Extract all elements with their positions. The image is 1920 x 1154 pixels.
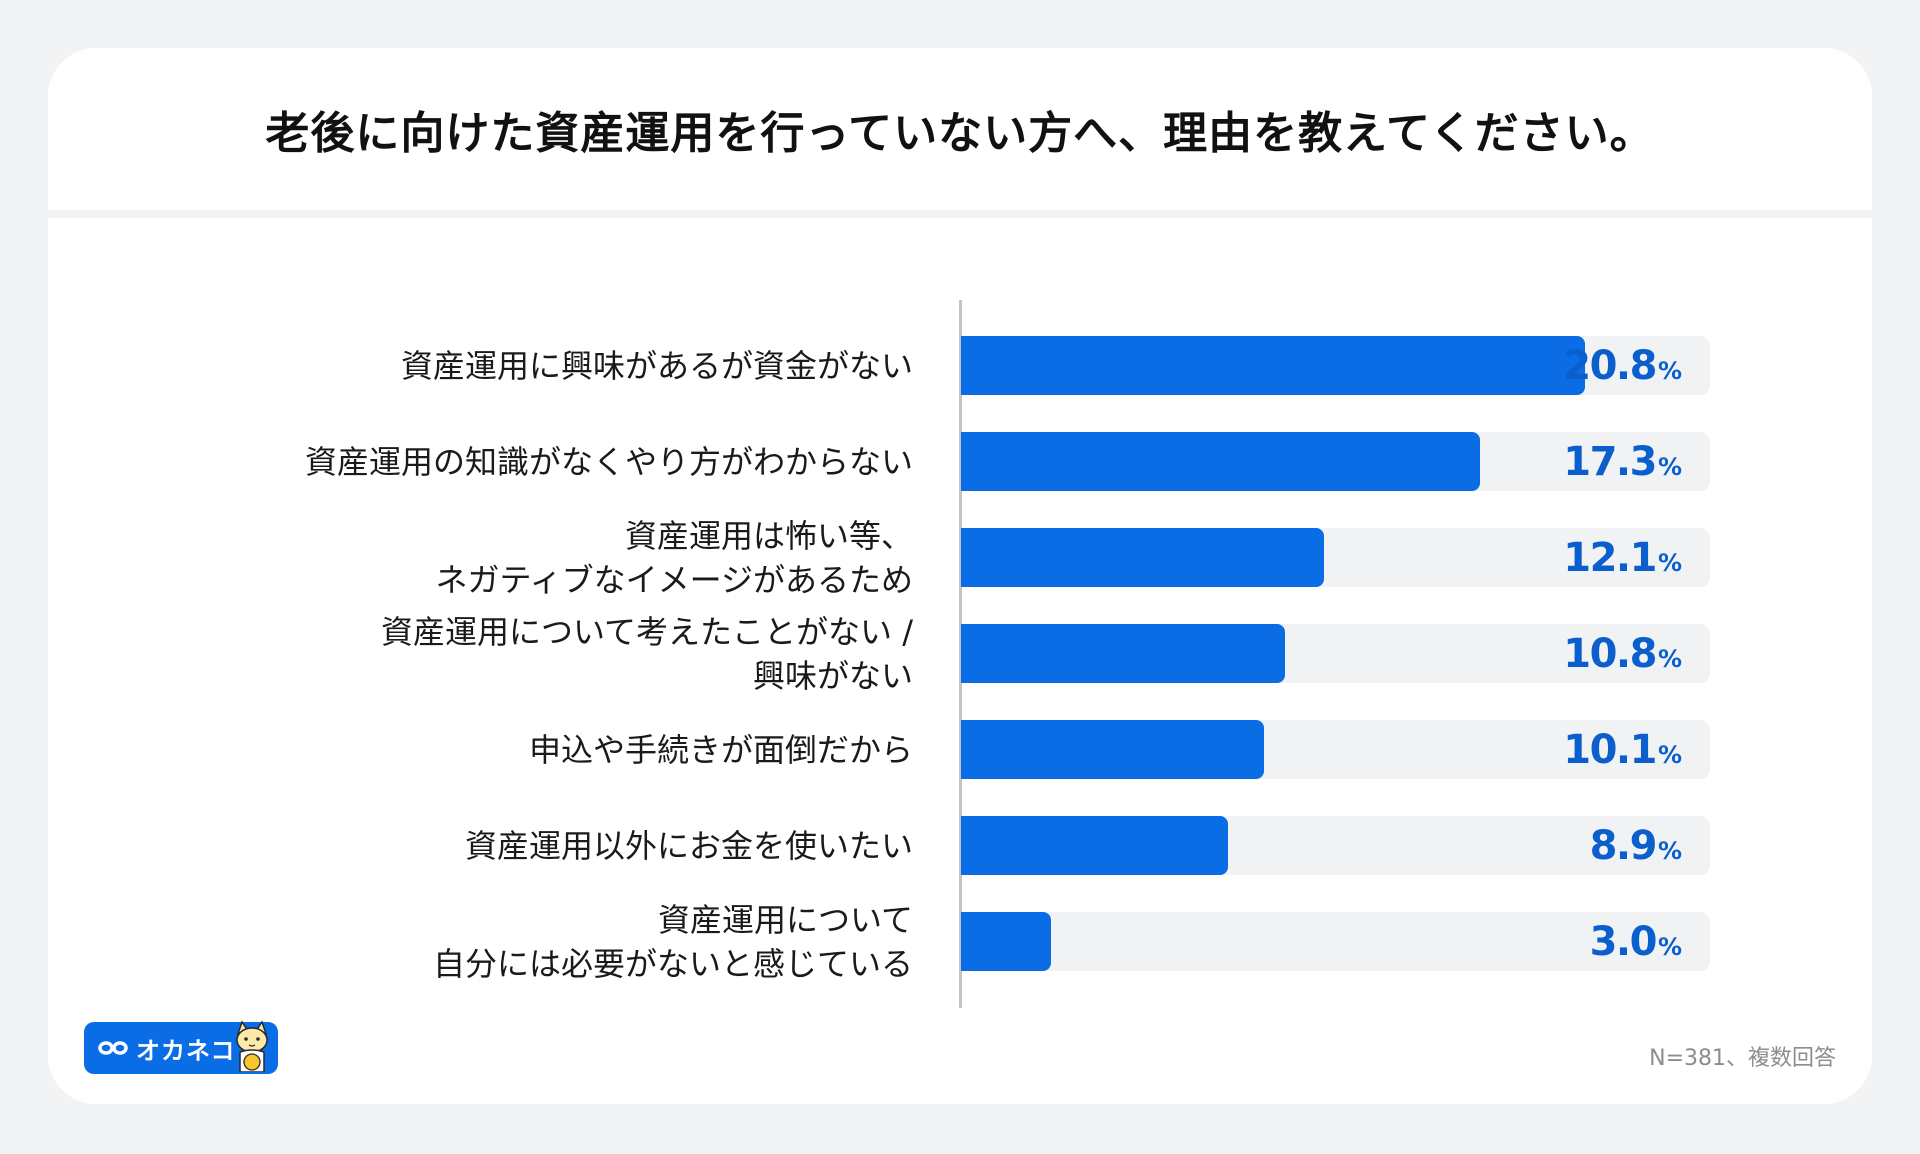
bar-track xyxy=(961,912,1710,971)
chart-title: 老後に向けた資産運用を行っていない方へ、理由を教えてください。 xyxy=(265,108,1655,159)
value-unit: % xyxy=(1657,452,1682,481)
value-unit: % xyxy=(1657,836,1682,865)
value-label: 3.0% xyxy=(1590,912,1682,971)
value-label: 12.1% xyxy=(1563,528,1682,587)
bar xyxy=(961,432,1480,491)
category-label: 資産運用に興味があるが資金がない xyxy=(400,346,913,385)
infinity-icon xyxy=(98,1041,128,1055)
logo-text: オカネコ xyxy=(136,1036,236,1065)
bar xyxy=(961,720,1264,779)
bar xyxy=(961,816,1228,875)
bar xyxy=(961,624,1285,683)
value-label: 10.8% xyxy=(1563,624,1682,683)
value-label: 10.1% xyxy=(1563,720,1682,779)
value-number: 10.1 xyxy=(1563,726,1657,773)
value-unit: % xyxy=(1657,740,1682,769)
category-label: 申込や手続きが面倒だから xyxy=(528,730,913,769)
okaneko-logo: オカネコ xyxy=(84,1020,278,1074)
bar xyxy=(961,912,1051,971)
value-number: 3.0 xyxy=(1589,918,1658,965)
category-label: 資産運用の知識がなくやり方がわからない xyxy=(304,442,913,481)
bar xyxy=(961,528,1324,587)
category-label: 資産運用について 自分には必要がないと感じている xyxy=(432,900,913,983)
y-axis-line xyxy=(959,300,962,1008)
bar xyxy=(961,336,1585,395)
value-unit: % xyxy=(1657,548,1682,577)
okaneko-cat-icon xyxy=(236,1020,268,1072)
category-label: 資産運用について考えたことがない / 興味がない xyxy=(381,612,913,695)
value-unit: % xyxy=(1657,644,1682,673)
value-number: 20.8 xyxy=(1563,342,1657,389)
value-number: 17.3 xyxy=(1563,438,1657,485)
title-divider xyxy=(48,210,1872,218)
value-number: 10.8 xyxy=(1563,630,1657,677)
value-label: 20.8% xyxy=(1563,336,1682,395)
value-label: 8.9% xyxy=(1590,816,1682,875)
value-unit: % xyxy=(1657,356,1682,385)
value-label: 17.3% xyxy=(1563,432,1682,491)
sample-note: N=381、複数回答 xyxy=(1649,1046,1836,1071)
category-label: 資産運用以外にお金を使いたい xyxy=(464,826,913,865)
category-label: 資産運用は怖い等、 ネガティブなイメージがあるため xyxy=(435,516,913,599)
value-unit: % xyxy=(1657,932,1682,961)
chart-card: 老後に向けた資産運用を行っていない方へ、理由を教えてください。 資産運用に興味が… xyxy=(48,48,1872,1104)
bar-chart: 資産運用に興味があるが資金がない 20.8% 資産運用の知識がなくやり方がわからない… xyxy=(48,48,1872,1104)
value-number: 8.9 xyxy=(1589,822,1658,869)
value-number: 12.1 xyxy=(1563,534,1657,581)
